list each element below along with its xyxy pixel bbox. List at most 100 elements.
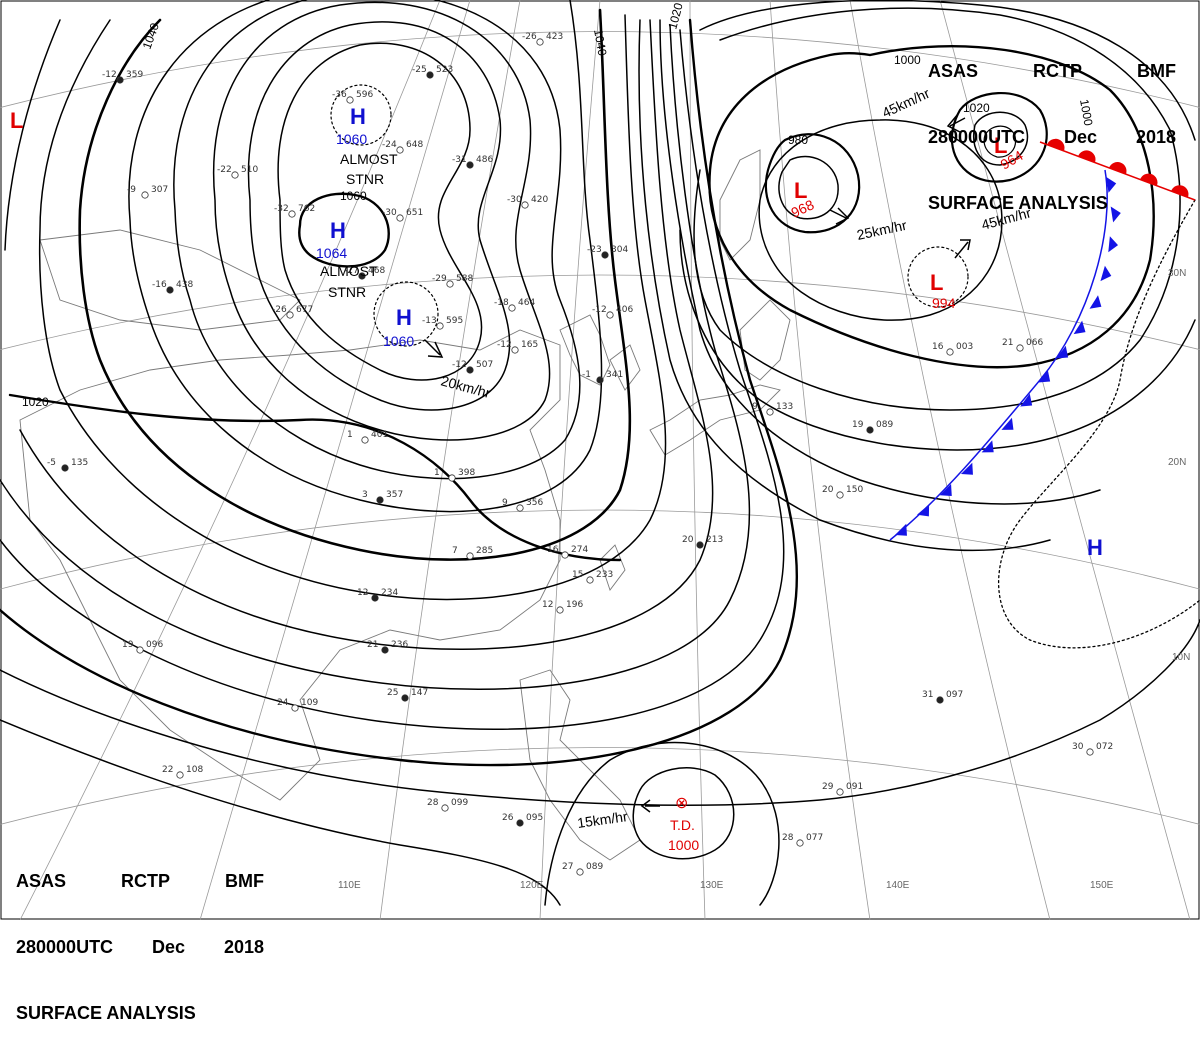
station-marker: [401, 694, 409, 702]
station-pressure: 762: [298, 204, 315, 214]
header-datetime-line: 280000UTC Dec 2018: [928, 126, 1176, 148]
station-temperature: -13: [422, 316, 437, 326]
station-marker: [516, 819, 524, 827]
cold-front-tooth: [1020, 393, 1033, 407]
station-temperature: 19: [852, 420, 864, 430]
station-plot: 109 24: [277, 698, 318, 712]
station-marker: [1086, 748, 1094, 756]
td-label: T.D.: [670, 817, 695, 833]
station-plot: 072 30: [1072, 742, 1113, 756]
station-plot: 091 29: [822, 782, 863, 796]
station-pressure: 464: [518, 298, 535, 308]
station-pressure: 003: [956, 342, 973, 352]
station-marker: [536, 38, 544, 46]
analysis-month: Dec: [1063, 127, 1098, 147]
isobar-td-outer: [544, 741, 780, 906]
station-temperature: -1: [582, 370, 591, 380]
station-pressure: 196: [566, 600, 583, 610]
station-pressure: 234: [381, 588, 398, 598]
lon-label: 140E: [886, 880, 910, 891]
high-symbol: H: [1087, 535, 1103, 560]
station-marker: [508, 304, 516, 312]
station-marker: [396, 146, 404, 154]
station-marker: [586, 576, 594, 584]
station-temperature: 24: [277, 698, 289, 708]
lat-label: 10N: [1172, 652, 1190, 663]
station-temperature: 15: [572, 570, 583, 580]
coordinate-labels: 110E 120E 130E 140E 150E 30N 20N 10N: [338, 268, 1190, 891]
station-plot: 307 -9: [127, 185, 168, 199]
station-plot: 165 -12: [497, 340, 538, 354]
station-plot: 089 19: [852, 420, 893, 434]
station-marker: [836, 788, 844, 796]
warm-front-bump: [1109, 162, 1127, 175]
warm-front-bump: [1140, 173, 1158, 186]
station-temperature: 1: [434, 468, 440, 478]
high-symbol: H: [396, 305, 412, 330]
station-pressure: 285: [476, 546, 493, 556]
station-pressure: 486: [476, 155, 493, 165]
station-pressure: 588: [456, 274, 473, 284]
station-marker: [836, 491, 844, 499]
station-plot: 651 -30: [382, 208, 423, 222]
high-value: 1060: [383, 333, 414, 349]
station-pressure: 401: [371, 430, 388, 440]
station-marker: [346, 96, 354, 104]
cold-front-tooth: [1110, 206, 1121, 223]
station-plot: 066 21: [1002, 338, 1043, 352]
station-plot: 357 3: [362, 490, 403, 504]
station-plot: 356 9: [502, 498, 543, 512]
station-marker: [596, 376, 604, 384]
isobar-968-east: [983, 125, 1017, 158]
isobar-972-east: [973, 111, 1029, 166]
low-symbol: L: [994, 133, 1007, 158]
arrow-high-se: [424, 339, 444, 358]
station-pressure: 677: [296, 305, 313, 315]
header-datetime-line: 280000UTC Dec 2018: [16, 936, 264, 958]
station-pressure: 233: [596, 570, 613, 580]
station-marker: [116, 76, 124, 84]
station-temperature: -26: [272, 305, 287, 315]
isobar-label: 1040: [591, 28, 609, 57]
arrow-low-964: [946, 113, 966, 133]
isobar-1036: [38, 14, 667, 601]
station-marker: [166, 286, 174, 294]
station-plot: 147 25: [387, 688, 428, 702]
station-plot: 274 16: [547, 545, 588, 559]
station-temperature: -32: [274, 204, 289, 214]
header-agency-line: ASAS RCTP BMF: [928, 60, 1176, 82]
station-plot: 468 -27: [344, 266, 385, 280]
station-pressure: 596: [356, 90, 373, 100]
station-pressure: 420: [531, 195, 548, 205]
station-pressure: 648: [406, 140, 423, 150]
lat-label: 20N: [1168, 457, 1186, 468]
lat-label: 30N: [1168, 268, 1186, 279]
station-marker: [176, 771, 184, 779]
station-pressure: 165: [521, 340, 538, 350]
isobar-1056: [247, 21, 511, 411]
cold-front-tooth: [960, 462, 973, 475]
station-marker: [358, 272, 366, 280]
station-pressure: 595: [446, 316, 463, 326]
td-pressure: 1000: [668, 837, 699, 853]
station-marker: [286, 311, 294, 319]
arrow-low-994: [954, 239, 971, 259]
cold-front-tooth: [1001, 417, 1014, 430]
station-plot: 233 15: [572, 570, 613, 584]
header-title: SURFACE ANALYSIS: [928, 193, 1108, 213]
station-temperature: 1: [347, 430, 353, 440]
analysis-year: 2018: [223, 937, 264, 957]
weather-map: 359-12307-9510-22438-16677-26596-36523-2…: [0, 0, 1200, 920]
cold-front-tooth: [1089, 295, 1102, 309]
station-temperature: 20: [822, 485, 834, 495]
station-pressure: 150: [846, 485, 863, 495]
station-temperature: -30: [382, 208, 397, 218]
station-plot: 359 -12: [102, 70, 143, 84]
station-marker: [376, 496, 384, 504]
station-plot: 097 31: [922, 690, 963, 704]
station-temperature: -12: [497, 340, 512, 350]
fronts: [889, 138, 1196, 541]
isobar-1048: [173, 0, 581, 480]
analysis-year: 2018: [1135, 127, 1176, 147]
station-pressure: 099: [451, 798, 468, 808]
